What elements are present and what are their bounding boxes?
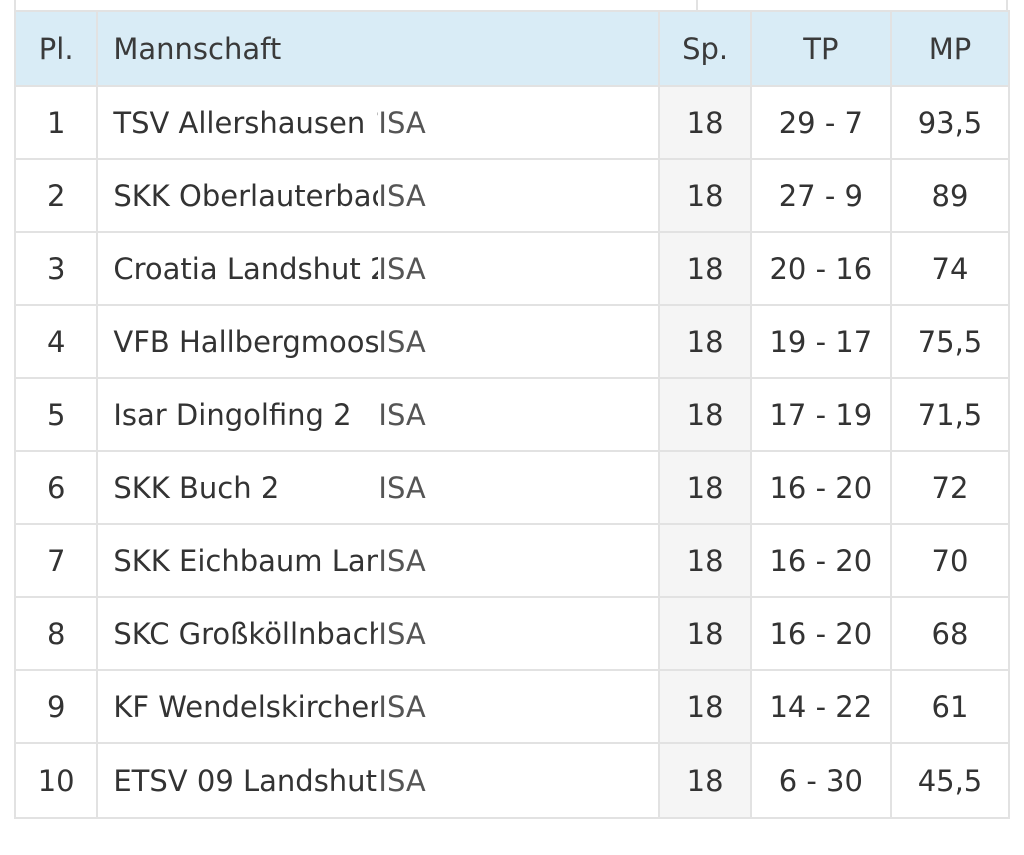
- league-tag-cell: ISA: [378, 231, 661, 306]
- match-points-cell: 89: [889, 158, 1011, 233]
- match-points-cell: 72: [889, 450, 1011, 525]
- table-points-cell: 6 - 30: [749, 742, 892, 819]
- team-name-cell[interactable]: SKC Großköllnbach 1: [96, 596, 379, 671]
- table-points-cell: 29 - 7: [749, 85, 892, 160]
- header-mp[interactable]: MP: [889, 10, 1011, 87]
- header-row: Pl. Mannschaft Sp. TP MP: [13, 10, 1011, 87]
- match-points-cell: 45,5: [889, 742, 1011, 819]
- team-name-cell[interactable]: SKK Buch 2: [96, 450, 379, 525]
- table-row[interactable]: 3 Croatia Landshut 2 ISA 18 20 - 16 74: [13, 231, 1011, 306]
- table-row[interactable]: 6 SKK Buch 2 ISA 18 16 - 20 72: [13, 450, 1011, 525]
- header-games[interactable]: Sp.: [658, 10, 752, 87]
- standings-table: Pl. Mannschaft Sp. TP MP 1 TSV Allershaus…: [13, 10, 1011, 819]
- place-cell: 1: [13, 85, 99, 160]
- league-tag-cell: ISA: [378, 450, 661, 525]
- table-points-cell: 16 - 20: [749, 523, 892, 598]
- games-cell: 18: [658, 450, 752, 525]
- match-points-cell: 74: [889, 231, 1011, 306]
- column-separator: [696, 0, 698, 11]
- games-cell: 18: [658, 596, 752, 671]
- place-cell: 2: [13, 158, 99, 233]
- team-name-cell[interactable]: KF Wendelskirchen 2: [96, 669, 379, 744]
- team-name-cell[interactable]: Isar Dingolfing 2: [96, 377, 379, 452]
- table-points-cell: 14 - 22: [749, 669, 892, 744]
- games-cell: 18: [658, 669, 752, 744]
- header-team[interactable]: Mannschaft: [96, 10, 661, 87]
- team-name-cell[interactable]: ETSV 09 Landshut 1: [96, 742, 379, 819]
- place-cell: 6: [13, 450, 99, 525]
- header-place[interactable]: Pl.: [13, 10, 99, 87]
- table-row[interactable]: 1 TSV Allershausen 1 ISA 18 29 - 7 93,5: [13, 85, 1011, 160]
- table-points-cell: 27 - 9: [749, 158, 892, 233]
- place-cell: 5: [13, 377, 99, 452]
- table-row[interactable]: 5 Isar Dingolfing 2 ISA 18 17 - 19 71,5: [13, 377, 1011, 452]
- games-cell: 18: [658, 377, 752, 452]
- league-tag-cell: ISA: [378, 596, 661, 671]
- match-points-cell: 75,5: [889, 304, 1011, 379]
- match-points-cell: 93,5: [889, 85, 1011, 160]
- place-cell: 8: [13, 596, 99, 671]
- table-points-cell: 19 - 17: [749, 304, 892, 379]
- table-points-cell: 16 - 20: [749, 596, 892, 671]
- games-cell: 18: [658, 85, 752, 160]
- table-points-cell: 20 - 16: [749, 231, 892, 306]
- place-cell: 3: [13, 231, 99, 306]
- table-top-edge: [14, 0, 1008, 11]
- match-points-cell: 68: [889, 596, 1011, 671]
- place-cell: 7: [13, 523, 99, 598]
- table-points-cell: 16 - 20: [749, 450, 892, 525]
- match-points-cell: 61: [889, 669, 1011, 744]
- games-cell: 18: [658, 158, 752, 233]
- header-tp[interactable]: TP: [749, 10, 892, 87]
- place-cell: 9: [13, 669, 99, 744]
- league-tag-cell: ISA: [378, 669, 661, 744]
- league-tag-cell: ISA: [378, 85, 661, 160]
- league-tag-cell: ISA: [378, 304, 661, 379]
- team-name-cell[interactable]: TSV Allershausen 1: [96, 85, 379, 160]
- table-row[interactable]: 4 VFB Hallbergmoos 3 ISA 18 19 - 17 75,5: [13, 304, 1011, 379]
- team-name-cell[interactable]: SKK Eichbaum Landshut 1: [96, 523, 379, 598]
- table-points-cell: 17 - 19: [749, 377, 892, 452]
- league-tag-cell: ISA: [378, 158, 661, 233]
- place-cell: 4: [13, 304, 99, 379]
- match-points-cell: 71,5: [889, 377, 1011, 452]
- table-row[interactable]: 10 ETSV 09 Landshut 1 ISA 18 6 - 30 45,5: [13, 742, 1011, 819]
- match-points-cell: 70: [889, 523, 1011, 598]
- team-name-cell[interactable]: Croatia Landshut 2: [96, 231, 379, 306]
- games-cell: 18: [658, 742, 752, 819]
- league-tag-cell: ISA: [378, 377, 661, 452]
- games-cell: 18: [658, 304, 752, 379]
- games-cell: 18: [658, 231, 752, 306]
- table-body: 1 TSV Allershausen 1 ISA 18 29 - 7 93,5 2 SKK O…: [13, 85, 1011, 819]
- league-tag-cell: ISA: [378, 523, 661, 598]
- team-name-cell[interactable]: SKK Oberlauterbach 3: [96, 158, 379, 233]
- games-cell: 18: [658, 523, 752, 598]
- league-tag-cell: ISA: [378, 742, 661, 819]
- team-name-cell[interactable]: VFB Hallbergmoos 3: [96, 304, 379, 379]
- table-header: Pl. Mannschaft Sp. TP MP: [13, 10, 1011, 87]
- place-cell: 10: [13, 742, 99, 819]
